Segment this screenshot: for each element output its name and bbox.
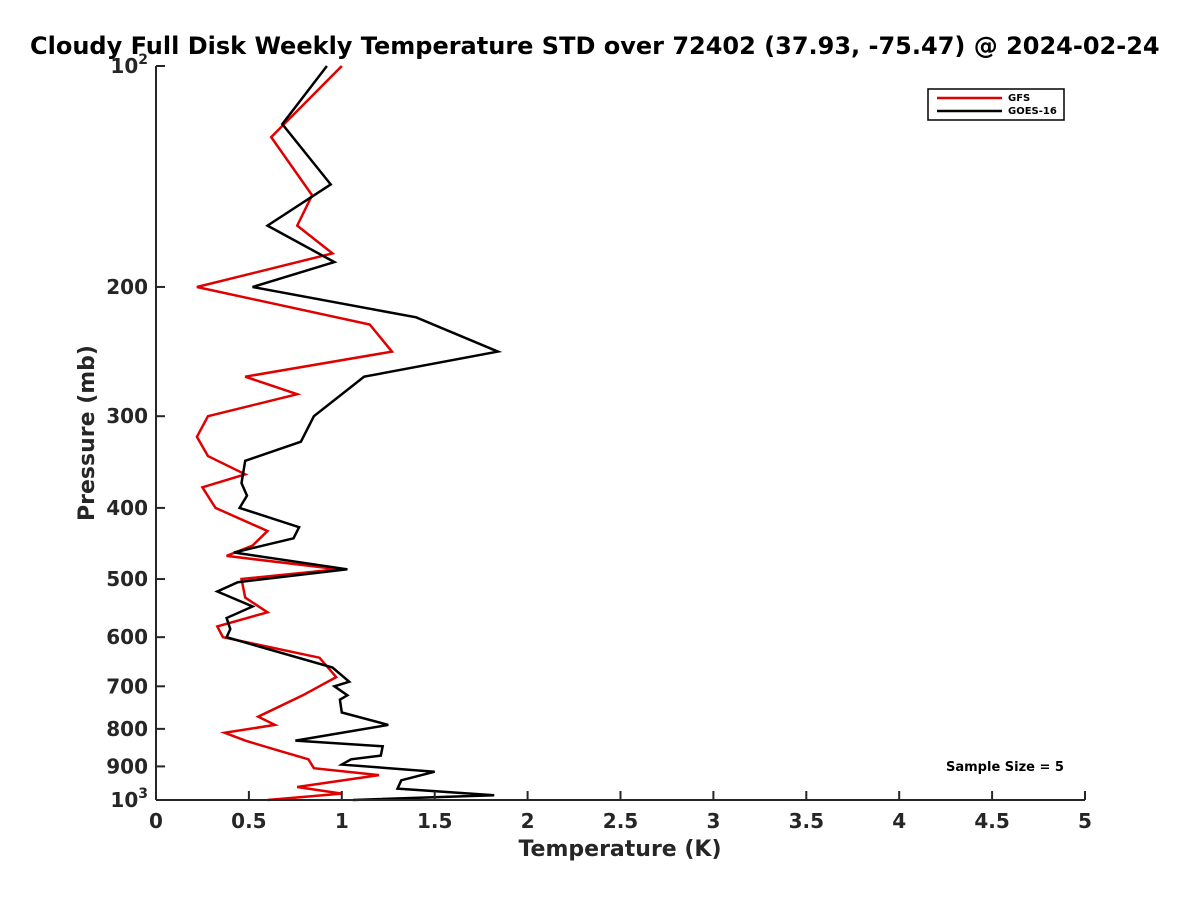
x-tick-label: 4.5: [974, 809, 1009, 833]
y-axis-label: Pressure (mb): [75, 345, 100, 521]
legend-box: [927, 88, 1065, 121]
y-tick-label: 400: [106, 496, 148, 520]
chart-title: Cloudy Full Disk Weekly Temperature STD …: [30, 32, 1160, 60]
x-tick-label: 1: [335, 809, 349, 833]
y-tick-label: 800: [106, 717, 148, 741]
legend-label-goes16: GOES-16: [1008, 106, 1057, 117]
y-tick-label: 300: [106, 404, 148, 428]
y-tick-label: 500: [106, 567, 148, 591]
y-tick-label: 200: [106, 275, 148, 299]
x-tick-label: 2.5: [603, 809, 638, 833]
x-tick-label: 1.5: [417, 809, 452, 833]
x-tick-label: 3: [706, 809, 720, 833]
y-tick-label: 900: [106, 754, 148, 778]
series-line-goes16: [214, 65, 503, 802]
x-tick-label: 5: [1078, 809, 1092, 833]
legend: GFS GOES-16: [927, 88, 1065, 121]
plot-series: [195, 65, 503, 802]
x-tick-label: 0: [149, 809, 163, 833]
legend-label-gfs: GFS: [1008, 93, 1030, 104]
y-tick-label: 700: [106, 674, 148, 698]
y-tick-label: 600: [106, 625, 148, 649]
x-tick-label: 2: [521, 809, 535, 833]
sample-size-annotation: Sample Size = 5: [946, 760, 1064, 775]
x-tick-label: 0.5: [231, 809, 266, 833]
x-axis-ticks: 0 0.5 1 1.5 2 2.5 3 3.5 4 4.5 5: [149, 791, 1092, 833]
x-tick-label: 4: [892, 809, 906, 833]
x-tick-label: 3.5: [789, 809, 824, 833]
x-axis-label: Temperature (K): [518, 837, 721, 862]
